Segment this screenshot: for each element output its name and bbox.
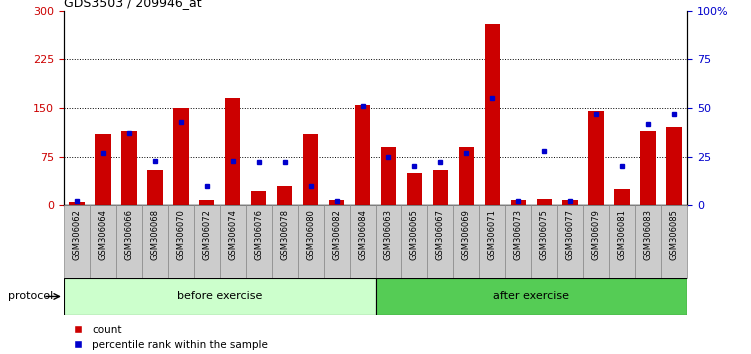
Text: GDS3503 / 209946_at: GDS3503 / 209946_at	[64, 0, 201, 10]
Bar	[459, 147, 474, 205]
Legend: count, percentile rank within the sample: count, percentile rank within the sample	[69, 320, 272, 354]
Text: GSM306084: GSM306084	[358, 209, 367, 260]
FancyBboxPatch shape	[246, 205, 272, 278]
Text: GSM306071: GSM306071	[488, 209, 497, 260]
FancyBboxPatch shape	[505, 205, 532, 278]
FancyBboxPatch shape	[454, 205, 479, 278]
Text: GSM306062: GSM306062	[72, 209, 81, 260]
Text: GSM306078: GSM306078	[280, 209, 289, 260]
FancyBboxPatch shape	[64, 278, 376, 315]
Text: before exercise: before exercise	[177, 291, 262, 302]
Bar	[303, 134, 318, 205]
Bar	[484, 24, 500, 205]
Text: GSM306064: GSM306064	[98, 209, 107, 260]
Bar	[277, 186, 292, 205]
FancyBboxPatch shape	[64, 205, 90, 278]
FancyBboxPatch shape	[116, 205, 142, 278]
FancyBboxPatch shape	[142, 205, 167, 278]
Text: GSM306082: GSM306082	[332, 209, 341, 260]
Bar	[589, 111, 604, 205]
Text: GSM306076: GSM306076	[254, 209, 263, 260]
Bar	[666, 127, 682, 205]
Text: protocol: protocol	[8, 291, 53, 302]
FancyBboxPatch shape	[557, 205, 584, 278]
FancyBboxPatch shape	[220, 205, 246, 278]
Text: GSM306066: GSM306066	[124, 209, 133, 260]
Bar	[121, 131, 137, 205]
Bar	[614, 189, 630, 205]
Bar	[173, 108, 189, 205]
Bar	[641, 131, 656, 205]
FancyBboxPatch shape	[297, 205, 324, 278]
Bar	[199, 200, 215, 205]
Bar	[147, 170, 162, 205]
Text: GSM306068: GSM306068	[150, 209, 159, 260]
FancyBboxPatch shape	[167, 205, 194, 278]
FancyBboxPatch shape	[90, 205, 116, 278]
Text: GSM306080: GSM306080	[306, 209, 315, 260]
Bar	[95, 134, 110, 205]
Text: GSM306072: GSM306072	[202, 209, 211, 260]
Bar	[536, 199, 552, 205]
Text: GSM306073: GSM306073	[514, 209, 523, 260]
Bar	[433, 170, 448, 205]
Text: GSM306074: GSM306074	[228, 209, 237, 260]
Text: GSM306079: GSM306079	[592, 209, 601, 260]
Text: GSM306081: GSM306081	[618, 209, 627, 260]
Text: GSM306077: GSM306077	[566, 209, 575, 260]
Text: after exercise: after exercise	[493, 291, 569, 302]
Text: GSM306065: GSM306065	[410, 209, 419, 260]
FancyBboxPatch shape	[402, 205, 427, 278]
FancyBboxPatch shape	[635, 205, 661, 278]
Bar	[381, 147, 397, 205]
Text: GSM306063: GSM306063	[384, 209, 393, 260]
FancyBboxPatch shape	[349, 205, 376, 278]
Bar	[511, 200, 526, 205]
FancyBboxPatch shape	[272, 205, 297, 278]
Bar	[329, 200, 344, 205]
Text: GSM306069: GSM306069	[462, 209, 471, 260]
Bar	[562, 200, 578, 205]
Bar	[69, 202, 85, 205]
Text: GSM306070: GSM306070	[176, 209, 185, 260]
FancyBboxPatch shape	[427, 205, 454, 278]
Text: GSM306085: GSM306085	[670, 209, 679, 260]
Text: GSM306083: GSM306083	[644, 209, 653, 260]
FancyBboxPatch shape	[609, 205, 635, 278]
FancyBboxPatch shape	[376, 278, 687, 315]
FancyBboxPatch shape	[584, 205, 609, 278]
Text: GSM306067: GSM306067	[436, 209, 445, 260]
Text: GSM306075: GSM306075	[540, 209, 549, 260]
FancyBboxPatch shape	[661, 205, 687, 278]
Bar	[225, 98, 240, 205]
FancyBboxPatch shape	[376, 205, 402, 278]
Bar	[251, 191, 267, 205]
FancyBboxPatch shape	[479, 205, 505, 278]
FancyBboxPatch shape	[194, 205, 220, 278]
FancyBboxPatch shape	[324, 205, 349, 278]
Bar	[354, 105, 370, 205]
FancyBboxPatch shape	[532, 205, 557, 278]
Bar	[407, 173, 422, 205]
